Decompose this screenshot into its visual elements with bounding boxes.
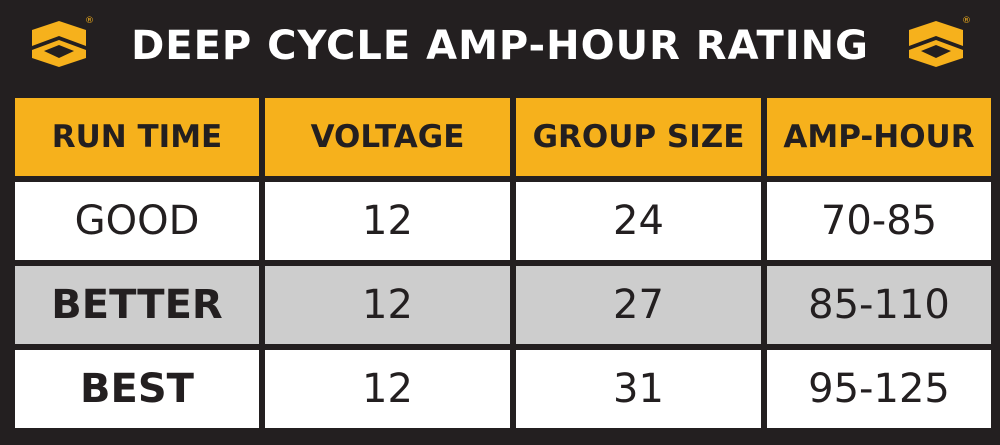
cell-voltage: 12 (265, 266, 510, 344)
registered-mark: ® (962, 16, 971, 26)
header-run-time: RUN TIME (15, 98, 259, 176)
brand-logo-right: ® (907, 16, 971, 68)
cell-run-time: GOOD (15, 182, 259, 260)
table-row: BEST 12 31 95-125 (15, 350, 991, 428)
page-title: DEEP CYCLE AMP-HOUR RATING (131, 23, 869, 69)
registered-mark: ® (85, 16, 94, 26)
cell-group-size: 24 (516, 182, 761, 260)
header-row: RUN TIME VOLTAGE GROUP SIZE AMP-HOUR (15, 98, 991, 176)
title-bar: DEEP CYCLE AMP-HOUR RATING (0, 0, 1000, 92)
brand-logo-icon (32, 21, 86, 67)
brand-logo-left: ® (30, 16, 94, 68)
cell-group-size: 27 (516, 266, 761, 344)
amp-hour-table: RUN TIME VOLTAGE GROUP SIZE AMP-HOUR GOO… (9, 92, 997, 434)
table-row: GOOD 12 24 70-85 (15, 182, 991, 260)
brand-logo-icon (909, 21, 963, 67)
cell-amp-hour: 70-85 (767, 182, 991, 260)
cell-run-time: BEST (15, 350, 259, 428)
cell-voltage: 12 (265, 350, 510, 428)
header-voltage: VOLTAGE (265, 98, 510, 176)
table-row: BETTER 12 27 85-110 (15, 266, 991, 344)
header-amp-hour: AMP-HOUR (767, 98, 991, 176)
cell-voltage: 12 (265, 182, 510, 260)
header-group-size: GROUP SIZE (516, 98, 761, 176)
cell-amp-hour: 85-110 (767, 266, 991, 344)
cell-amp-hour: 95-125 (767, 350, 991, 428)
cell-run-time: BETTER (15, 266, 259, 344)
cell-group-size: 31 (516, 350, 761, 428)
